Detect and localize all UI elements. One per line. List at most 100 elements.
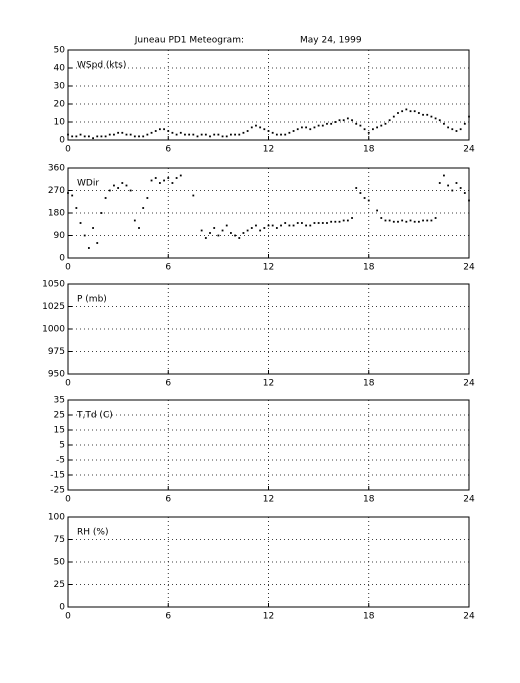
data-point [146,197,149,199]
data-point [367,199,370,202]
data-point [288,131,291,134]
x-tick-label: 12 [263,379,274,389]
x-tick-label: 0 [65,263,71,273]
axes-frame [67,283,470,375]
y-tick-label: 180 [48,209,65,219]
data-point [284,133,287,136]
x-tick-label: 18 [363,495,375,505]
data-point [430,115,433,118]
data-point [280,133,282,136]
chart-date: May 24, 1999 [300,36,362,46]
x-tick-label: 24 [463,263,475,273]
data-point [250,227,253,229]
data-point [401,110,404,113]
data-point [255,124,257,127]
data-point [397,112,399,114]
data-point [217,234,220,237]
data-point [359,124,362,127]
data-point [468,115,470,118]
data-point [96,135,99,138]
data-point [67,192,69,194]
data-point [150,179,153,182]
data-point [163,179,165,182]
data-point [221,229,224,232]
x-tick-label: 6 [165,612,171,622]
data-point [133,135,136,138]
chart-title: Juneau PD1 Meteogram: [134,36,244,46]
data-point [75,135,78,138]
data-point [230,133,232,136]
data-point [133,219,136,222]
data-point [209,135,211,138]
data-point [167,177,170,179]
data-point [392,115,395,118]
data-point [280,224,282,227]
data-point [87,135,90,138]
x-tick-label: 12 [263,495,274,505]
x-tick-label: 24 [463,145,475,155]
data-point [334,220,337,223]
data-point [171,131,174,134]
data-point [326,122,328,125]
y-label: T,Td (C) [76,411,113,421]
data-point [351,217,353,219]
data-point [459,187,462,189]
y-tick-label: 0 [59,136,65,146]
data-point [292,224,295,227]
data-point [255,224,257,227]
data-point [121,182,124,184]
data-point [267,130,270,132]
y-tick-label: 30 [54,82,66,92]
data-point [204,237,207,239]
y-tick-label: -15 [50,471,65,481]
x-tick-label: 18 [363,379,375,389]
data-point [275,227,278,229]
y-tick-label: 270 [48,186,65,196]
y-tick-label: 40 [54,64,66,74]
data-point [179,174,182,177]
data-point [434,217,437,219]
data-point [129,189,132,192]
data-point [192,194,195,197]
x-tick-label: 0 [65,495,71,505]
data-point [242,232,245,234]
data-point [317,222,320,224]
y-label: WSpd (kts) [77,61,126,71]
data-point [438,182,441,184]
data-point [451,128,454,131]
data-point [346,219,349,222]
data-point [321,124,324,127]
data-point [121,131,124,134]
data-point [342,119,345,122]
data-point [234,133,236,136]
data-point [150,131,153,134]
data-point [246,130,249,132]
x-tick-label: 0 [65,145,71,155]
data-point [79,222,82,224]
data-point [413,110,416,113]
data-point [355,187,358,189]
data-point [146,133,149,136]
y-tick-label: 975 [48,347,65,357]
x-tick-label: 12 [263,145,274,155]
y-tick-label: 10 [54,118,66,128]
data-point [113,184,115,187]
x-tick-label: 24 [463,495,475,505]
data-point [321,222,324,224]
data-point [447,184,450,187]
data-point [288,224,291,227]
y-tick-label: -25 [50,486,65,496]
y-tick-label: 1025 [42,302,65,312]
data-point [125,133,128,136]
data-point [405,220,408,223]
data-point [117,187,120,189]
data-point [104,135,107,138]
data-point [338,119,341,122]
data-point [305,126,307,129]
data-point [230,232,232,234]
data-point [438,119,441,122]
data-point [301,126,303,129]
x-tick-label: 18 [363,612,375,622]
axes-frame [67,399,470,491]
y-tick-label: -5 [56,456,65,466]
